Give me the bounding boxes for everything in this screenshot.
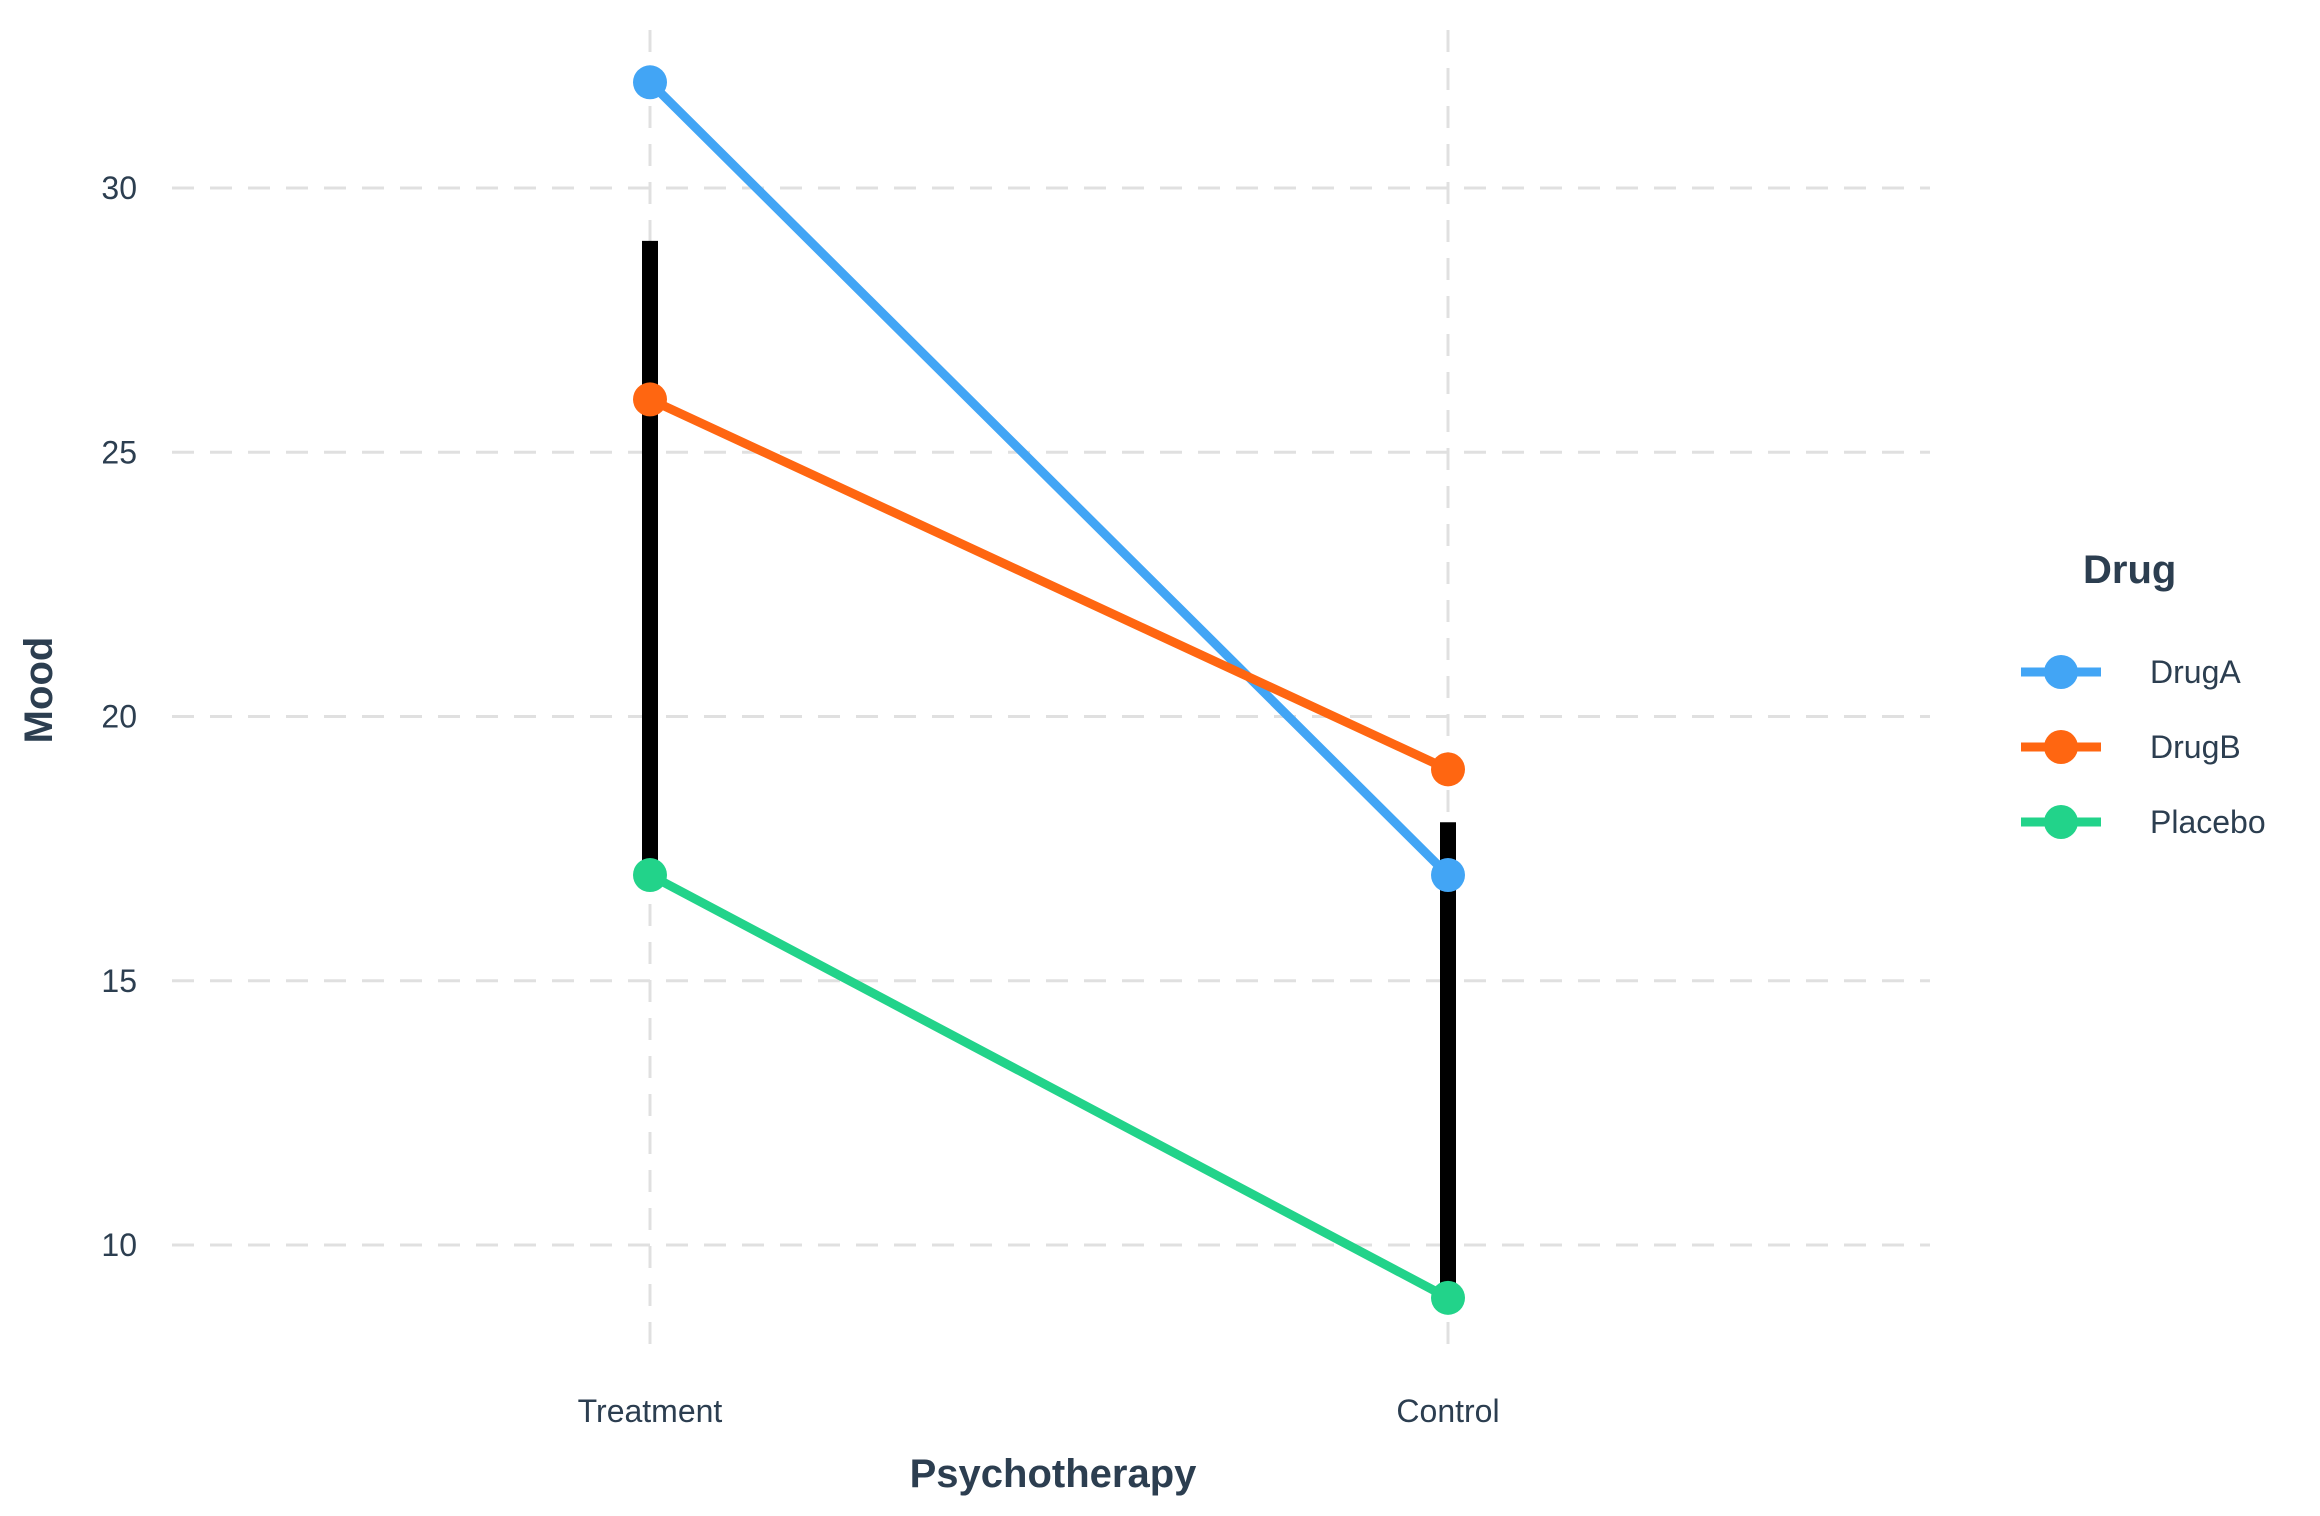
x-axis-ticks: Treatment Control <box>578 1393 1500 1429</box>
legend-label: DrugB <box>2150 729 2241 765</box>
legend-item-druga: DrugA <box>2021 654 2241 690</box>
point-drugb-treatment <box>633 382 667 417</box>
y-tick-label: 30 <box>101 170 137 206</box>
series-line-placebo <box>645 870 1453 1303</box>
range-bars <box>642 240 1456 1298</box>
legend-key-dot <box>2044 655 2078 689</box>
x-axis-title: Psychotherapy <box>910 1452 1198 1496</box>
y-tick-label: 20 <box>101 699 137 735</box>
series-line-druga <box>645 77 1453 880</box>
legend-key-dot <box>2044 730 2078 764</box>
legend-item-placebo: Placebo <box>2021 804 2266 840</box>
x-tick-label: Treatment <box>578 1393 723 1429</box>
series-line-drugb <box>645 394 1453 774</box>
legend-title: Drug <box>2083 548 2176 592</box>
legend-label: DrugA <box>2150 654 2241 690</box>
y-tick-label: 15 <box>101 963 137 999</box>
legend-key-dot <box>2044 805 2078 839</box>
point-drugb-control <box>1431 752 1465 787</box>
point-placebo-control <box>1431 1280 1465 1315</box>
y-tick-label: 10 <box>101 1227 137 1263</box>
point-druga-treatment <box>633 65 667 100</box>
x-tick-label: Control <box>1396 1393 1499 1429</box>
y-tick-label: 25 <box>101 434 137 470</box>
legend: Drug DrugA DrugB Placebo <box>2021 548 2266 840</box>
grid <box>172 30 1930 1355</box>
legend-label: Placebo <box>2150 804 2266 840</box>
legend-item-drugb: DrugB <box>2021 729 2241 765</box>
point-druga-control <box>1431 858 1465 893</box>
series-lines <box>645 77 1453 1303</box>
y-axis-title: Mood <box>17 637 61 744</box>
point-placebo-treatment <box>633 858 667 893</box>
data-points <box>633 65 1465 1315</box>
y-axis-ticks: 10 15 20 25 30 <box>101 170 137 1263</box>
